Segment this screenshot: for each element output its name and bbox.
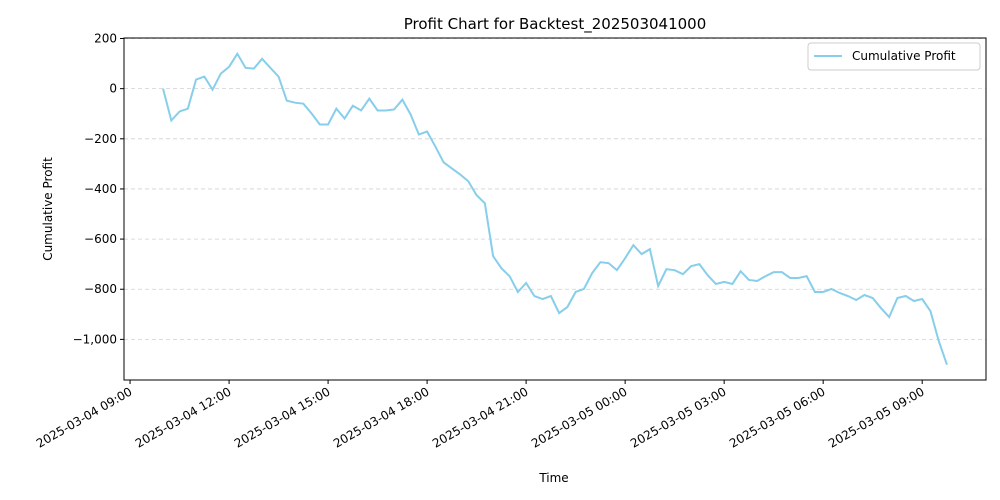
y-axis-label: Cumulative Profit xyxy=(41,157,55,261)
x-tick-label: 2025-03-04 18:00 xyxy=(331,384,432,450)
x-tick-label: 2025-03-04 15:00 xyxy=(232,384,333,450)
chart-title: Profit Chart for Backtest_202503041000 xyxy=(404,15,707,34)
legend: Cumulative Profit xyxy=(807,42,981,71)
y-tick-label: −600 xyxy=(84,232,117,246)
legend-label: Cumulative Profit xyxy=(852,49,956,63)
y-tick-label: −800 xyxy=(84,282,117,296)
y-tick-label: −1,000 xyxy=(73,332,117,346)
x-tick-label: 2025-03-05 09:00 xyxy=(826,384,927,450)
x-tick-label: 2025-03-04 21:00 xyxy=(430,384,531,450)
data-line xyxy=(162,51,948,366)
x-axis-label: Time xyxy=(538,471,568,485)
x-tick-label: 2025-03-05 06:00 xyxy=(727,384,828,450)
y-tick-label: −200 xyxy=(84,132,117,146)
y-tick-label: 200 xyxy=(94,32,117,46)
legend-box xyxy=(807,42,981,71)
x-tick-label: 2025-03-04 09:00 xyxy=(34,384,135,450)
x-tick-label: 2025-03-04 12:00 xyxy=(133,384,234,450)
plot-frame xyxy=(123,37,987,381)
x-tick-label: 2025-03-05 03:00 xyxy=(628,384,729,450)
y-tick-label: 0 xyxy=(109,82,117,96)
x-tick-label: 2025-03-05 00:00 xyxy=(529,384,630,450)
y-tick-label: −400 xyxy=(84,182,117,196)
